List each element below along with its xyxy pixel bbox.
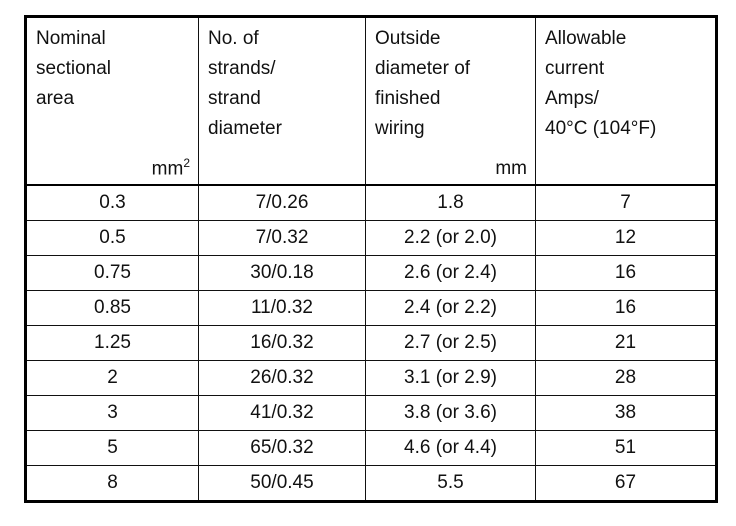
cell-area: 0.85	[25, 290, 199, 326]
cell-current: 67	[535, 465, 717, 502]
header-line: wiring	[375, 118, 425, 139]
wire-spec-table: Nominal sectional area mm2 No. of strand…	[24, 15, 718, 503]
cell-strands: 16/0.32	[198, 325, 366, 361]
table-row: 0.85 11/0.32 2.4 (or 2.2) 16	[25, 290, 717, 326]
cell-diameter: 1.8	[365, 184, 536, 221]
header-line: Outside	[375, 28, 441, 49]
cell-area: 5	[25, 430, 199, 466]
cell-diameter: 2.4 (or 2.2)	[365, 290, 536, 326]
cell-area: 0.3	[25, 184, 199, 221]
header-line: 40°C (104°F)	[545, 118, 657, 139]
cell-strands: 50/0.45	[198, 465, 366, 502]
header-line: finished	[375, 88, 441, 109]
table-row: 3 41/0.32 3.8 (or 3.6) 38	[25, 395, 717, 431]
table-row: 0.5 7/0.32 2.2 (or 2.0) 12	[25, 220, 717, 256]
cell-strands: 7/0.26	[198, 184, 366, 221]
cell-diameter: 3.1 (or 2.9)	[365, 360, 536, 396]
cell-diameter: 2.2 (or 2.0)	[365, 220, 536, 256]
header-unit: mm	[495, 158, 527, 179]
table-row: 0.75 30/0.18 2.6 (or 2.4) 16	[25, 255, 717, 291]
header-nominal-area: Nominal sectional area mm2	[25, 16, 199, 186]
table-body: 0.3 7/0.26 1.8 7 0.5 7/0.32 2.2 (or 2.0) 12 0.75…	[25, 184, 717, 502]
cell-diameter: 2.7 (or 2.5)	[365, 325, 536, 361]
cell-area: 1.25	[25, 325, 199, 361]
cell-strands: 30/0.18	[198, 255, 366, 291]
table-row: 8 50/0.45 5.5 67	[25, 465, 717, 502]
cell-strands: 11/0.32	[198, 290, 366, 326]
header-line: No. of	[208, 28, 259, 49]
header-line: Nominal	[36, 28, 106, 49]
table-row: 2 26/0.32 3.1 (or 2.9) 28	[25, 360, 717, 396]
cell-current: 21	[535, 325, 717, 361]
unit-text: mm	[151, 158, 184, 179]
cell-current: 28	[535, 360, 717, 396]
table-row: 5 65/0.32 4.6 (or 4.4) 51	[25, 430, 717, 466]
header-line: diameter	[208, 118, 282, 139]
cell-strands: 41/0.32	[198, 395, 366, 431]
table-row: 1.25 16/0.32 2.7 (or 2.5) 21	[25, 325, 717, 361]
header-outside-diameter: Outside diameter of finished wiring mm	[365, 16, 536, 186]
cell-area: 0.5	[25, 220, 199, 256]
header-row: Nominal sectional area mm2 No. of strand…	[25, 16, 717, 186]
cell-strands: 65/0.32	[198, 430, 366, 466]
header-line: sectional	[36, 58, 111, 79]
header-line: strands/	[208, 58, 276, 79]
cell-area: 8	[25, 465, 199, 502]
cell-strands: 26/0.32	[198, 360, 366, 396]
header-strands: No. of strands/ strand diameter	[198, 16, 366, 186]
cell-area: 2	[25, 360, 199, 396]
header-unit: mm2	[152, 152, 190, 180]
table-row: 0.3 7/0.26 1.8 7	[25, 184, 717, 221]
cell-current: 12	[535, 220, 717, 256]
cell-area: 3	[25, 395, 199, 431]
header-line: Allowable	[545, 28, 627, 49]
cell-current: 16	[535, 290, 717, 326]
cell-strands: 7/0.32	[198, 220, 366, 256]
header-allowable-current: Allowable current Amps/ 40°C (104°F)	[535, 16, 717, 186]
cell-diameter: 2.6 (or 2.4)	[365, 255, 536, 291]
cell-current: 51	[535, 430, 717, 466]
cell-current: 7	[535, 184, 717, 221]
cell-diameter: 3.8 (or 3.6)	[365, 395, 536, 431]
header-line: diameter of	[375, 58, 471, 79]
cell-current: 38	[535, 395, 717, 431]
cell-area: 0.75	[25, 255, 199, 291]
header-line: area	[36, 88, 75, 109]
header-line: Amps/	[545, 88, 599, 109]
header-line: strand	[208, 88, 261, 109]
cell-current: 16	[535, 255, 717, 291]
cell-diameter: 4.6 (or 4.4)	[365, 430, 536, 466]
cell-diameter: 5.5	[365, 465, 536, 502]
header-line: current	[545, 58, 605, 79]
unit-superscript: 2	[183, 155, 190, 170]
